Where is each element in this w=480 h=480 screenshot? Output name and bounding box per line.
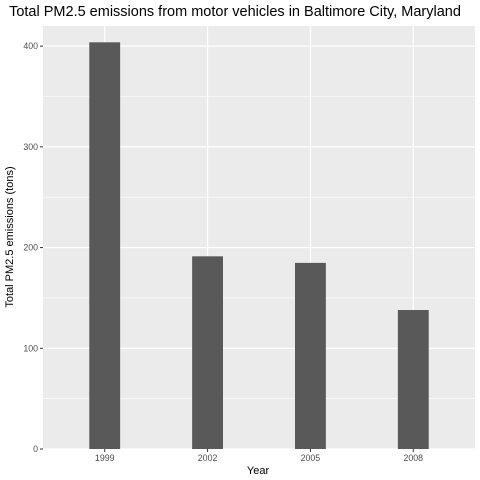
x-axis: 1999 2002 2005 2008	[95, 449, 423, 463]
x-tick-label: 2005	[301, 453, 321, 463]
y-axis: 0 100 200 300 400	[23, 41, 43, 454]
y-axis-title: Total PM2.5 emissions (tons)	[4, 166, 16, 307]
bar-2005	[295, 262, 326, 449]
x-tick-label: 2002	[198, 453, 218, 463]
y-tick-label: 400	[23, 41, 38, 51]
bar-2008	[397, 310, 429, 449]
y-tick-label: 300	[23, 142, 38, 152]
x-tick-label: 2008	[403, 453, 423, 463]
y-tick-label: 100	[23, 343, 38, 353]
bar-1999	[89, 42, 121, 450]
bar-2002	[192, 256, 223, 449]
x-tick-label: 1999	[95, 453, 115, 463]
x-axis-title: Year	[247, 465, 270, 477]
chart-title: Total PM2.5 emissions from motor vehicle…	[9, 4, 461, 20]
bars	[89, 42, 429, 450]
y-tick-label: 200	[23, 243, 38, 253]
y-tick-label: 0	[33, 444, 38, 454]
